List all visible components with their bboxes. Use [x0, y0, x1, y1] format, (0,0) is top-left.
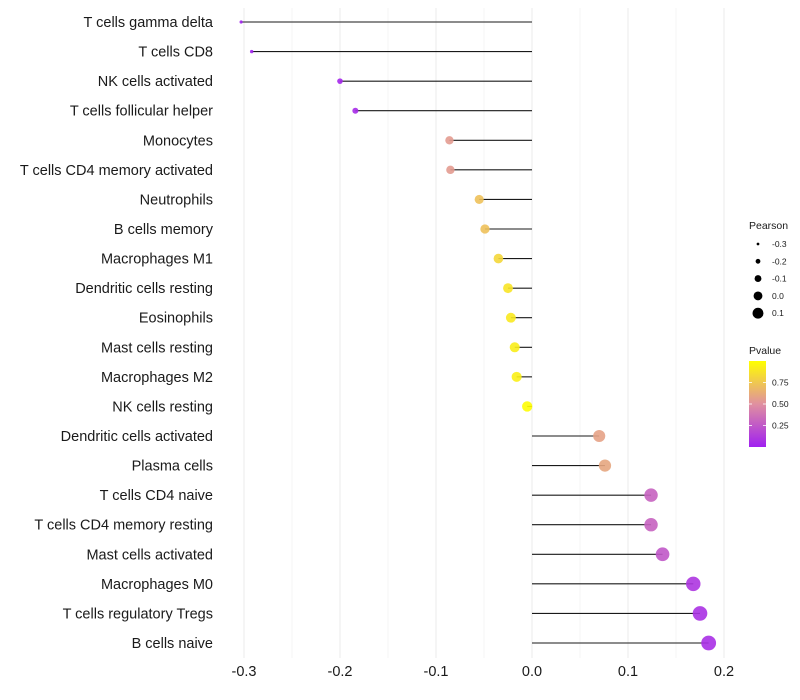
y-tick-label: NK cells resting	[112, 399, 213, 415]
legend-size-label: -0.1	[772, 274, 787, 284]
y-tick-label: Monocytes	[143, 133, 213, 149]
y-tick-label: Neutrophils	[140, 192, 213, 208]
legend-pvalue: Pvalue 0.25 0.50 0.75	[749, 345, 789, 447]
y-tick-label: B cells memory	[114, 222, 214, 238]
point	[701, 635, 717, 651]
y-tick-label: Mast cells activated	[86, 547, 213, 563]
y-tick-label: T cells CD8	[138, 45, 213, 61]
point	[493, 253, 504, 264]
point	[239, 20, 243, 24]
y-tick-label: Macrophages M1	[101, 252, 213, 268]
point	[644, 488, 658, 502]
stems	[241, 21, 709, 644]
point	[352, 107, 359, 114]
grid-lines	[243, 8, 725, 658]
point	[505, 312, 516, 323]
y-tick-label: Dendritic cells resting	[75, 281, 213, 297]
x-tick-label: 0.1	[618, 664, 638, 680]
y-tick-label: T cells CD4 memory resting	[34, 518, 213, 534]
point	[474, 194, 484, 204]
legend-color-label: 0.75	[772, 378, 789, 388]
legend-color-label: 0.50	[772, 399, 789, 409]
legend-size-key	[754, 275, 762, 283]
legend-size-key	[753, 291, 763, 301]
y-tick-label: Plasma cells	[132, 459, 213, 475]
legend-size-label: 0.0	[772, 291, 784, 301]
point	[692, 606, 708, 621]
point	[593, 429, 606, 443]
y-tick-label: T cells follicular helper	[70, 104, 213, 120]
y-tick-label: Macrophages M2	[101, 370, 213, 386]
point	[337, 78, 343, 84]
legend-pearson: Pearson -0.3 -0.2 -0.1 0.0 0.1	[749, 220, 788, 319]
point	[249, 49, 254, 54]
y-tick-label: T cells gamma delta	[84, 15, 214, 31]
point	[655, 547, 670, 562]
y-tick-label: T cells CD4 naive	[100, 488, 213, 504]
point	[644, 518, 658, 532]
points	[239, 20, 717, 651]
legend-size-key	[752, 307, 764, 319]
legend-size-key	[756, 242, 760, 246]
y-tick-label: Macrophages M0	[101, 577, 213, 593]
legend-size-key	[755, 258, 761, 264]
point	[598, 459, 612, 472]
y-tick-label: Dendritic cells activated	[61, 429, 213, 445]
legend-pearson-title: Pearson	[749, 220, 788, 232]
legend-size-label: -0.2	[772, 256, 787, 266]
point	[445, 136, 454, 145]
x-tick-label: 0.2	[714, 664, 734, 680]
point	[509, 342, 520, 353]
legend-size-label: 0.1	[772, 308, 784, 318]
pvalue-colorbar	[749, 361, 766, 447]
y-tick-label: B cells naive	[132, 636, 213, 652]
x-axis-ticks: -0.3 -0.2 -0.1 0.0 0.1 0.2	[232, 664, 735, 680]
legend-color-label: 0.25	[772, 421, 789, 431]
x-tick-label: 0.0	[522, 664, 542, 680]
legend-size-label: -0.3	[772, 239, 787, 249]
legend-pvalue-title: Pvalue	[749, 345, 781, 357]
y-tick-label: NK cells activated	[98, 74, 213, 90]
y-tick-label: T cells regulatory Tregs	[63, 606, 213, 622]
y-axis-labels: T cells gamma delta T cells CD8 NK cells a…	[20, 15, 214, 652]
x-tick-label: -0.1	[424, 664, 449, 680]
y-tick-label: Eosinophils	[139, 311, 213, 327]
x-tick-label: -0.3	[232, 664, 257, 680]
point	[446, 165, 455, 175]
point	[511, 371, 522, 382]
y-tick-label: T cells CD4 memory activated	[20, 163, 213, 179]
point	[522, 401, 533, 412]
point	[686, 576, 701, 592]
x-tick-label: -0.2	[328, 664, 353, 680]
y-tick-label: Mast cells resting	[101, 340, 213, 356]
point	[480, 224, 490, 234]
point	[503, 283, 513, 294]
